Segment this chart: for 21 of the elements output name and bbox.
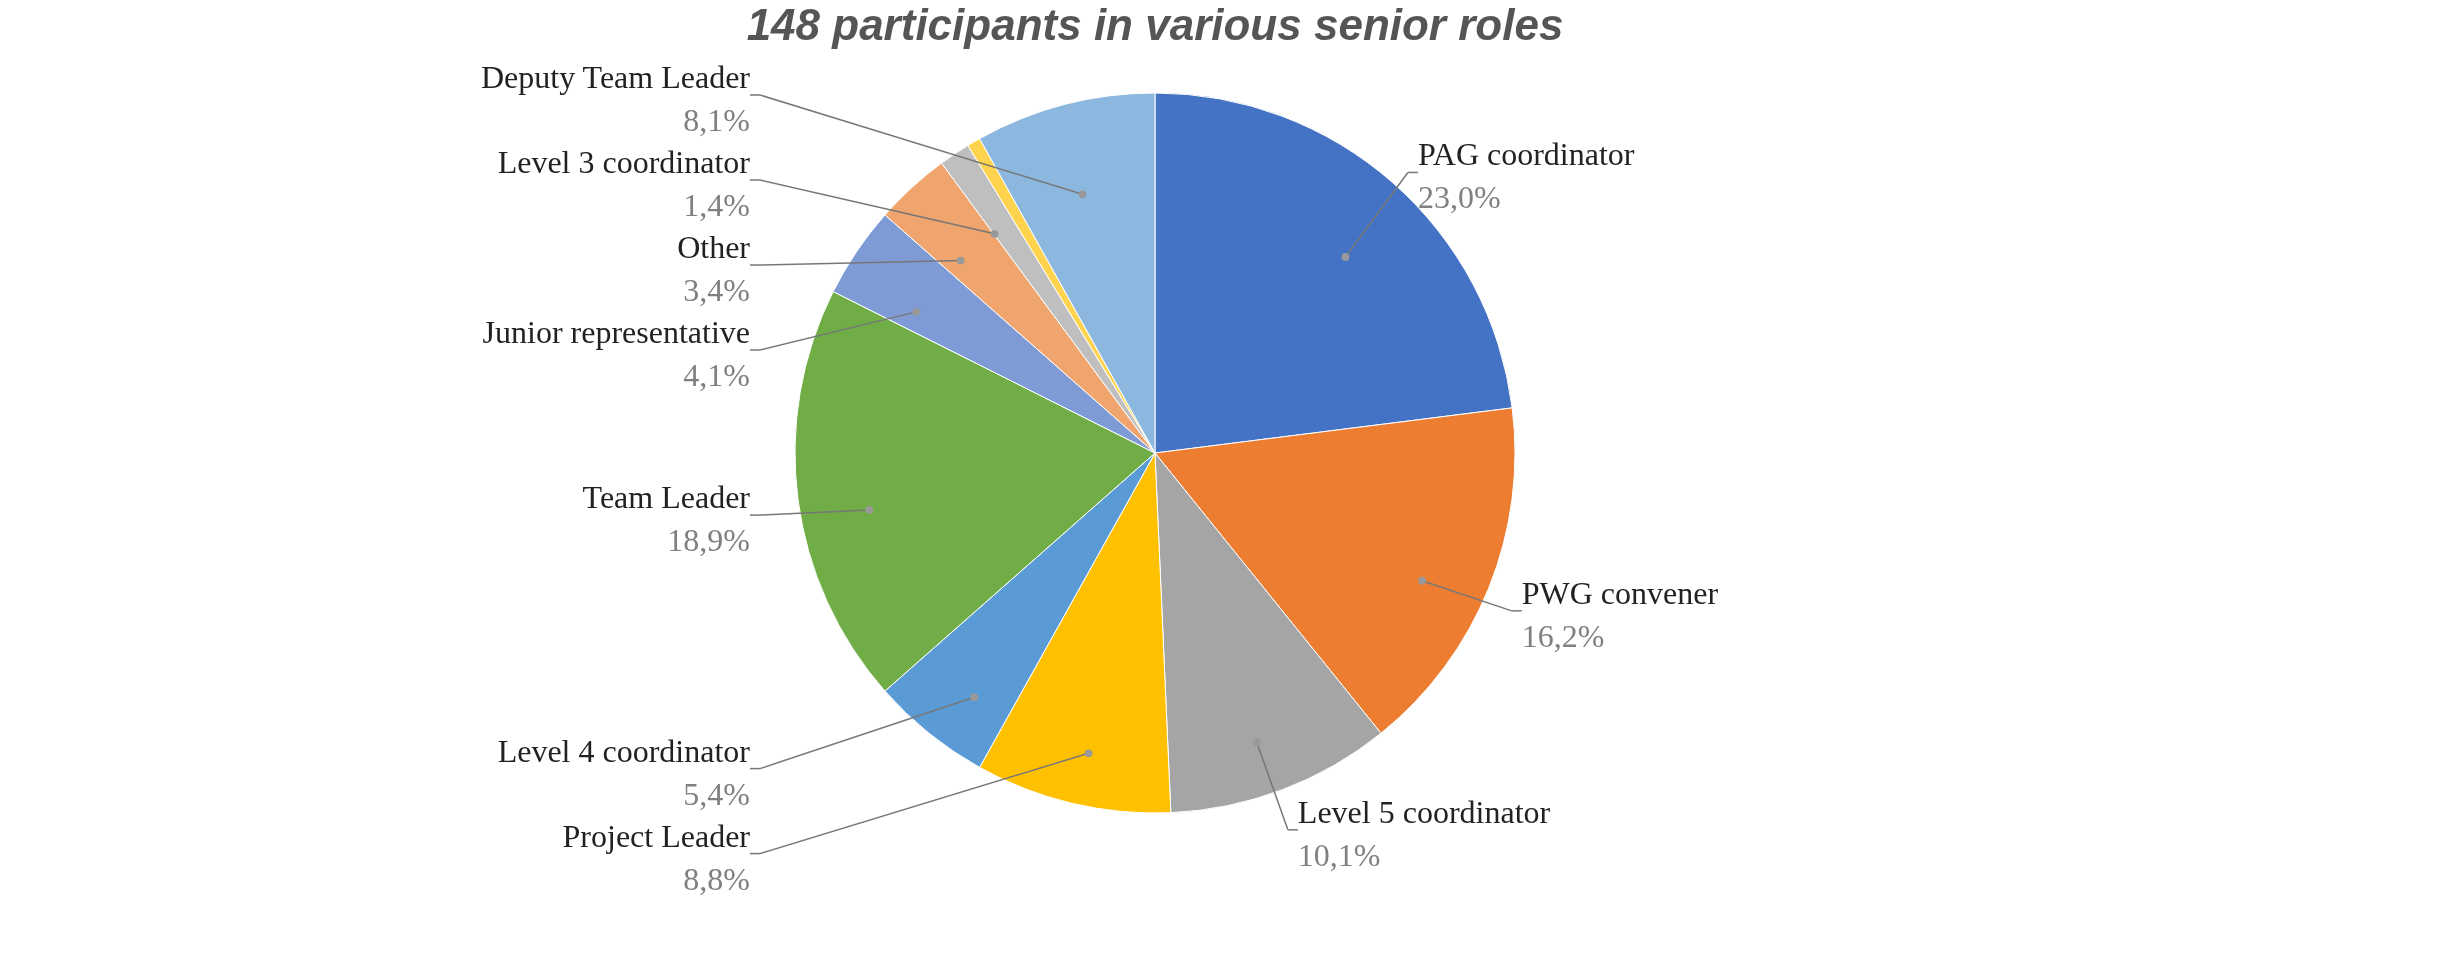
- data-label: 3,4%: [683, 272, 750, 308]
- data-label: 23,0%: [1417, 179, 1501, 216]
- chart-title: 148 participants in various senior roles: [746, 0, 1564, 49]
- data-label: 16,2%: [1521, 617, 1605, 654]
- slice-label: Other: [677, 229, 751, 265]
- data-label: 5,4%: [683, 775, 750, 812]
- slice-label: Deputy Team Leader: [480, 59, 751, 95]
- slice-label: Level 4 coordinator: [497, 732, 751, 769]
- slice-label: PAG coordinator: [1417, 136, 1635, 173]
- slice-label: PWG convener: [1521, 574, 1719, 611]
- slice-label: Project Leader: [562, 817, 751, 854]
- slice-label: Level 3 coordinator: [497, 144, 751, 180]
- data-label: 10,1%: [1297, 836, 1381, 873]
- data-label: 1,4%: [683, 187, 750, 223]
- data-label: 8,1%: [683, 102, 750, 138]
- slice-label: Junior representative: [482, 314, 750, 350]
- slice-label: Level 5 coordinator: [1297, 793, 1551, 830]
- slice-label: Team Leader: [582, 479, 751, 516]
- data-label: 18,9%: [667, 522, 750, 559]
- data-label: 4,1%: [683, 357, 750, 393]
- data-label: 8,8%: [683, 860, 750, 897]
